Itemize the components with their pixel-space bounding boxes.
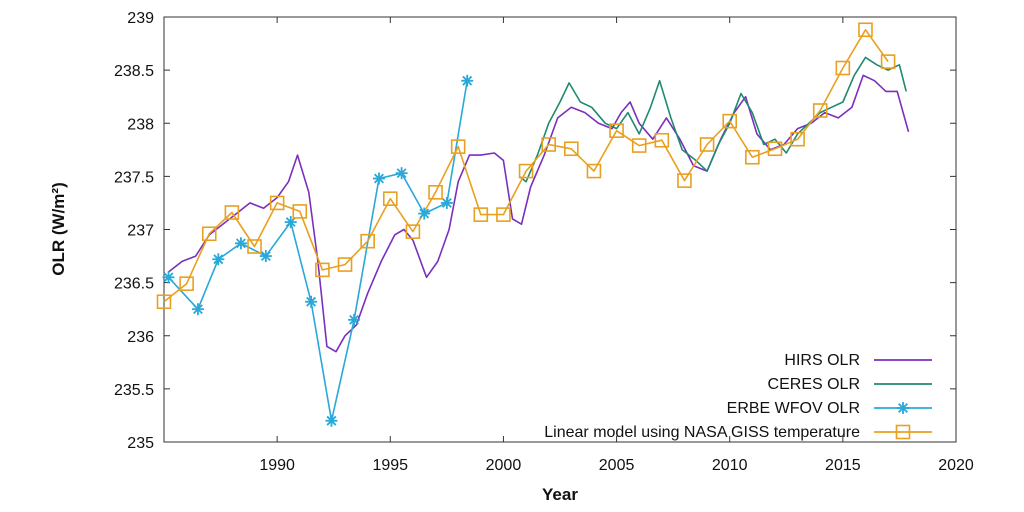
x-tick-label: 1995 [372, 457, 408, 474]
data-point-linear-model [609, 123, 624, 138]
data-point-linear-model [699, 137, 715, 152]
y-tick-label: 238.5 [114, 63, 154, 80]
data-point-erbe [372, 172, 385, 185]
x-axis-title: Year [542, 485, 578, 504]
data-point-linear-model [405, 224, 421, 239]
y-axis-title: OLR (W/m²) [49, 182, 68, 275]
data-point-linear-model [880, 54, 896, 69]
data-point-linear-model [450, 139, 466, 154]
data-point-linear-model [654, 132, 670, 148]
data-point-linear-model [767, 141, 783, 157]
data-point-linear-model [677, 173, 692, 188]
data-point-linear-model [337, 257, 353, 272]
data-point-erbe [191, 303, 204, 316]
data-point-linear-model [247, 239, 262, 254]
data-point-erbe [234, 237, 247, 250]
legend: HIRS OLR CERES OLR ERBE WFOV OLR Linear mod… [544, 352, 932, 441]
data-point-erbe [284, 216, 297, 229]
data-point-linear-model [315, 262, 330, 278]
data-point-linear-model [790, 131, 805, 147]
data-point-linear-model [631, 138, 647, 153]
data-point-erbe [440, 196, 453, 209]
data-point-erbe [305, 295, 318, 308]
data-point-erbe [212, 253, 225, 266]
data-point-linear-model [292, 204, 308, 219]
series-line-0 [168, 74, 910, 353]
y-tick-label: 237 [127, 223, 154, 240]
data-point-erbe [259, 250, 272, 263]
series-line-3 [163, 28, 889, 303]
data-point-linear-model [812, 103, 828, 118]
data-point-linear-model [473, 207, 489, 222]
y-tick-label: 235.5 [114, 382, 154, 399]
data-point-erbe [162, 271, 175, 284]
legend-label: HIRS OLR [784, 352, 860, 369]
legend-marker-square [895, 424, 911, 440]
data-point-linear-model [722, 113, 738, 129]
series-line-1 [518, 56, 907, 183]
series-line-2 [167, 80, 468, 422]
y-tick-label: 238 [127, 116, 154, 133]
x-tick-label: 1990 [259, 457, 295, 474]
data-point-linear-model [179, 276, 194, 291]
data-point-linear-model [201, 226, 217, 242]
data-point-linear-model [269, 195, 285, 211]
legend-label: CERES OLR [768, 376, 860, 393]
data-point-erbe [395, 167, 408, 180]
data-point-erbe [418, 207, 431, 220]
legend-label: ERBE WFOV OLR [727, 400, 860, 417]
y-tick-label: 237.5 [114, 169, 154, 186]
data-point-linear-model [224, 205, 240, 220]
data-point-linear-model [564, 141, 579, 157]
y-tick-label: 236.5 [114, 276, 154, 293]
series-lines [163, 28, 910, 422]
data-point-linear-model [745, 149, 760, 165]
data-point-erbe [325, 414, 338, 427]
x-axis-ticks: 1990 1995 2000 2005 2010 2015 2020 [259, 17, 974, 474]
x-tick-label: 2015 [825, 457, 861, 474]
data-point-linear-model [496, 207, 511, 222]
y-tick-label: 235 [127, 435, 154, 452]
data-point-erbe [348, 313, 361, 326]
x-tick-label: 2000 [486, 457, 522, 474]
data-point-linear-model [586, 163, 602, 179]
series-markers [156, 22, 896, 427]
y-axis-ticks: 235 235.5 236 236.5 237 237.5 238 238.5 239 [114, 10, 956, 452]
x-tick-label: 2020 [938, 457, 974, 474]
legend-label: Linear model using NASA GISS temperature [544, 424, 860, 441]
data-point-linear-model [858, 22, 873, 38]
data-point-linear-model [518, 163, 534, 179]
data-point-erbe [461, 74, 474, 87]
data-point-linear-model [541, 137, 556, 152]
data-point-linear-model [360, 233, 375, 249]
data-point-linear-model [156, 294, 172, 310]
data-point-linear-model [835, 60, 851, 76]
y-tick-label: 239 [127, 10, 154, 27]
x-tick-label: 2010 [712, 457, 748, 474]
legend-marker-asterisk [897, 402, 909, 414]
x-tick-label: 2005 [599, 457, 635, 474]
y-tick-label: 236 [127, 329, 154, 346]
data-point-linear-model [382, 191, 398, 206]
data-point-linear-model [428, 185, 443, 200]
